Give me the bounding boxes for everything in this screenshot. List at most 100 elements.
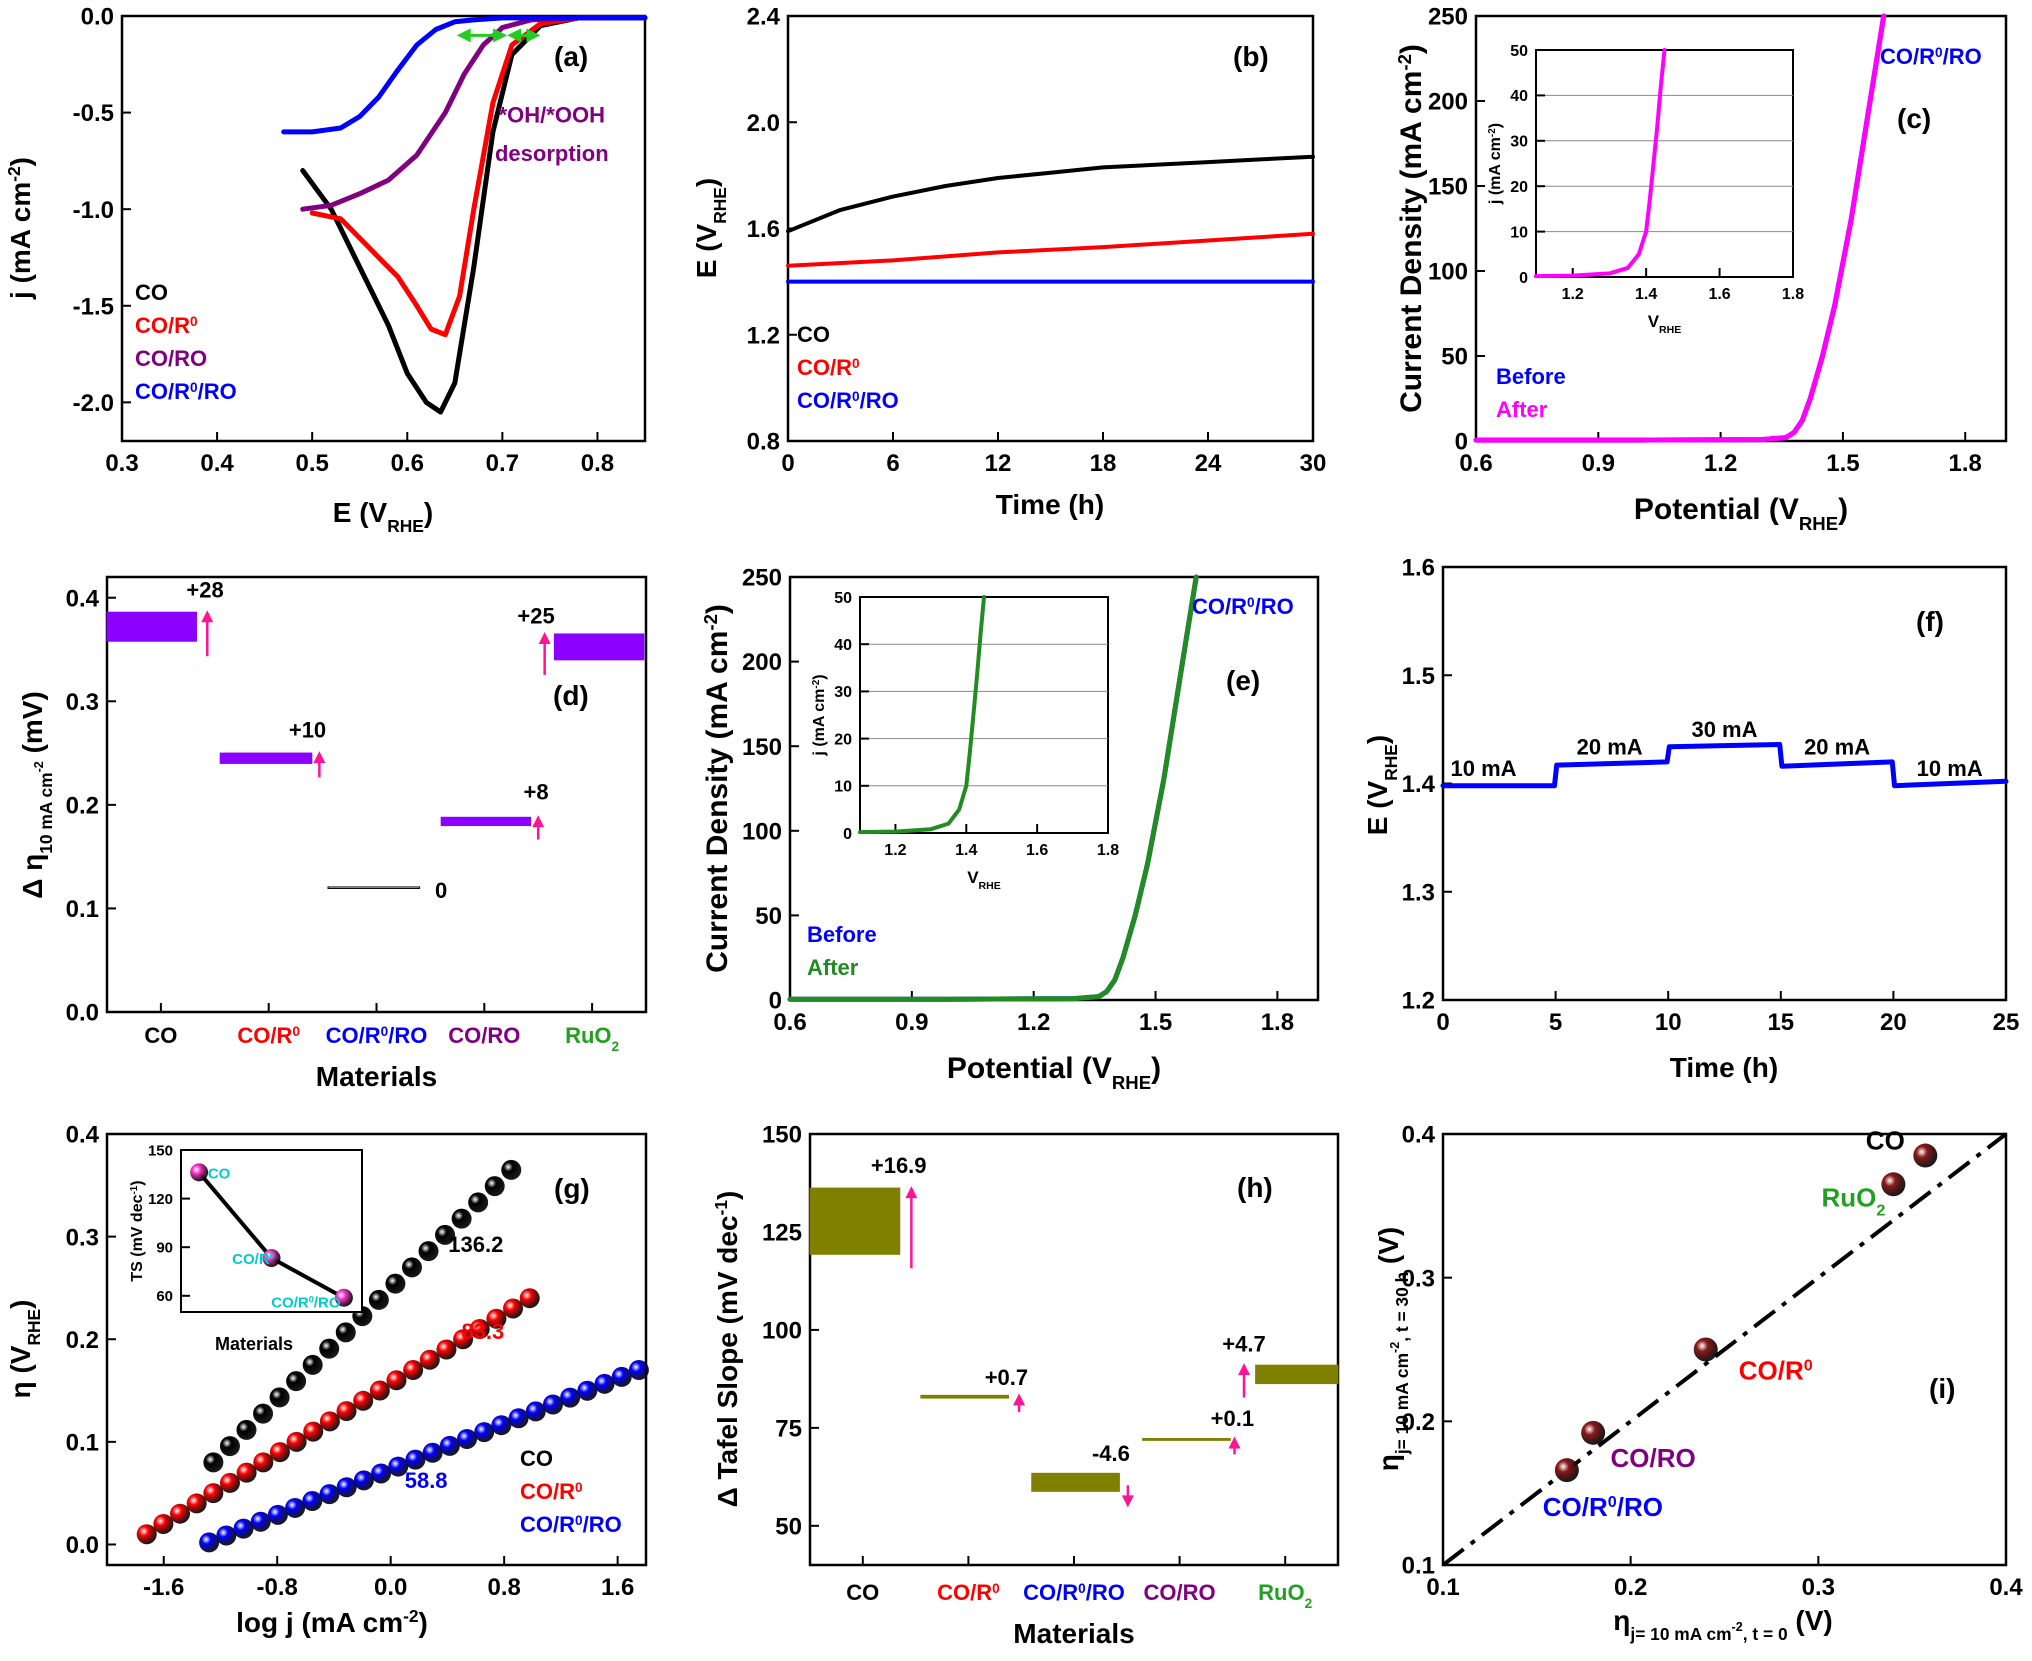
- series-line: [1473, 13, 1887, 443]
- panel-e: 0.6 0.9 1.2 1.5 1.8050100150200250BeforeAfte…: [700, 565, 1320, 1093]
- y-tick-label: 0.2: [66, 792, 99, 819]
- x-axis-label: Materials: [1013, 1618, 1134, 1649]
- y-axis-label: E (VRHE): [1362, 735, 1401, 835]
- step-label: 20 mA: [1577, 734, 1643, 759]
- step-label: 30 mA: [1691, 717, 1757, 742]
- x-tick-label: 0.8: [581, 450, 614, 477]
- plot-frame: [120, 14, 647, 443]
- y-axis-label: Δ η10 mA cm-2 (mV): [17, 691, 56, 899]
- delta-bar: [1255, 1364, 1339, 1385]
- inset-x-tick-label: 1.2: [1562, 286, 1584, 303]
- data-point: [170, 1503, 191, 1524]
- data-point: [484, 1176, 505, 1197]
- x-tick-label: -0.8: [257, 1574, 298, 1601]
- data-point: [269, 1442, 290, 1463]
- data-point: [486, 1308, 507, 1329]
- data-point: [335, 1322, 356, 1343]
- x-tick-label: 0.7: [486, 450, 519, 477]
- data-point: [203, 1452, 224, 1473]
- inset-point: [262, 1249, 281, 1268]
- point-label: RuO2: [1821, 1182, 1885, 1219]
- data-point: [1913, 1143, 1938, 1168]
- data-point: [336, 1401, 357, 1422]
- data-point: [253, 1452, 274, 1473]
- x-axis-label: Time (h): [1670, 1052, 1778, 1083]
- inset-series-line: [858, 595, 986, 835]
- inset-y-tick-label: 90: [156, 1240, 173, 1257]
- delta-bar: [920, 1394, 1010, 1399]
- data-point: [519, 1288, 540, 1309]
- y-tick-label: -1.5: [73, 293, 114, 320]
- data-point: [136, 1524, 157, 1545]
- data-point: [303, 1421, 324, 1442]
- panel-c: 0.6 0.9 1.2 1.5 1.8050100150200250BeforeAfte…: [1394, 4, 2008, 534]
- panel-label: (f): [1916, 606, 1944, 637]
- x-tick-label: 10: [1655, 1009, 1682, 1036]
- x-tick-label: 0.6: [1459, 450, 1492, 477]
- x-tick-label: 15: [1767, 1009, 1794, 1036]
- x-axis-label: Materials: [316, 1061, 437, 1092]
- data-point: [422, 1442, 443, 1463]
- x-tick-label: 0.8: [487, 1574, 520, 1601]
- data-point: [368, 1289, 389, 1310]
- y-tick-label: 1.5: [1402, 663, 1435, 690]
- panel-label: (b): [1233, 41, 1269, 72]
- legend-entry: After: [807, 955, 859, 980]
- inset-x-tick-label: 1.8: [1097, 842, 1119, 859]
- delta-label: +4.7: [1222, 1331, 1265, 1356]
- inset-point-label: CO/R0: [232, 1251, 275, 1268]
- data-point: [371, 1463, 392, 1484]
- data-point: [439, 1435, 460, 1456]
- series-line: [786, 154, 1315, 234]
- arrow-head: [1013, 1393, 1026, 1406]
- y-axis-label: E (VRHE): [691, 178, 730, 278]
- y-tick-label: 250: [742, 565, 782, 592]
- panel-label: (h): [1237, 1172, 1273, 1203]
- panel-h: 50 75 100 125 150 CO CO/R0 CO/R0/RO CO/RO RuO2 +16…: [711, 1122, 1340, 1649]
- x-tick-label: 0.1: [1426, 1574, 1459, 1601]
- delta-label: +0.1: [1211, 1406, 1254, 1431]
- x-tick-label: 1.8: [1261, 1009, 1294, 1036]
- data-point: [628, 1360, 649, 1381]
- inset-y-tick-label: 20: [1510, 179, 1528, 196]
- slope-label: 58.8: [405, 1468, 448, 1493]
- y-axis-label: ηj= 10 mA cm-2, t = 30 h (V): [1373, 1227, 1412, 1472]
- panel-label: (c): [1897, 103, 1931, 134]
- x-tick-label: 0.3: [105, 450, 138, 477]
- series-line: [1440, 742, 2009, 789]
- data-point: [418, 1241, 439, 1262]
- category-label: CO/RO: [1144, 1580, 1216, 1605]
- data-point: [250, 1511, 271, 1532]
- data-point: [577, 1380, 598, 1401]
- inset-point-label: CO: [208, 1165, 231, 1182]
- y-tick-label: 50: [755, 903, 782, 930]
- data-point: [503, 1298, 524, 1319]
- annotation: *OH/*OOH: [499, 102, 605, 127]
- y-tick-label: 0.3: [66, 689, 99, 716]
- x-tick-label: 0.5: [295, 450, 328, 477]
- y-tick-label: 1.6: [1402, 555, 1435, 582]
- corner-label: CO/R0/RO: [1880, 44, 1982, 69]
- y-tick-label: 50: [775, 1513, 802, 1540]
- data-point: [219, 1472, 240, 1493]
- category-label: CO/R0/RO: [326, 1023, 428, 1048]
- y-axis-label: Current Density (mA cm-2): [1394, 44, 1429, 413]
- delta-label: +16.9: [871, 1153, 927, 1178]
- data-point: [302, 1354, 323, 1375]
- y-tick-label: 0.4: [66, 1122, 100, 1149]
- legend-entry: Before: [807, 922, 877, 947]
- x-tick-label: 1.2: [1704, 450, 1737, 477]
- x-tick-label: 1.6: [601, 1574, 634, 1601]
- data-point: [386, 1370, 407, 1391]
- series-line: [281, 15, 648, 135]
- y-tick-label: 100: [742, 818, 782, 845]
- legend-entry: CO/R0/RO: [135, 379, 237, 404]
- arrow-head: [313, 751, 326, 764]
- category-label: RuO2: [565, 1023, 619, 1054]
- y-tick-label: 150: [742, 734, 782, 761]
- delta-label: +8: [523, 780, 548, 805]
- y-tick-label: 100: [1428, 259, 1468, 286]
- data-point: [469, 1318, 490, 1339]
- arrow-head: [456, 28, 471, 43]
- panel-d: 0.0 0.1 0.2 0.3 0.4 CO CO/R0 CO/R0/RO CO/RO RuO2 +…: [17, 575, 648, 1092]
